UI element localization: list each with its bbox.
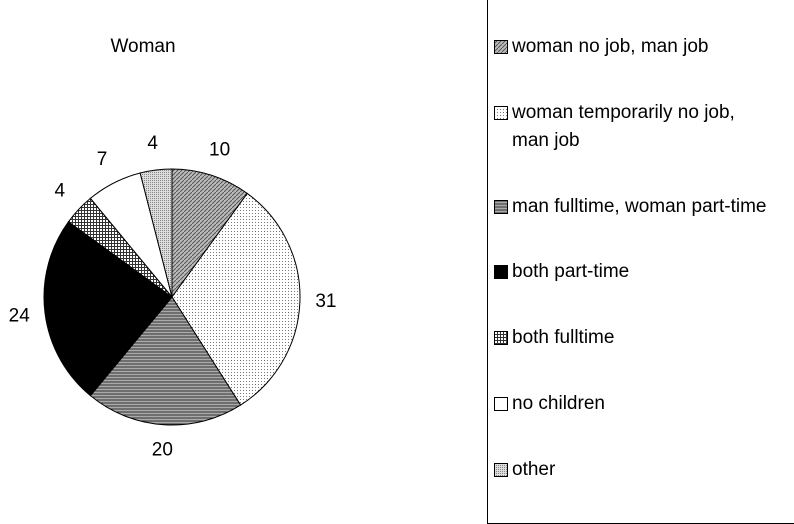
data-label: 24 xyxy=(9,305,31,326)
data-label: 10 xyxy=(209,140,230,161)
legend-swatch xyxy=(494,331,508,346)
legend-item: both part-time xyxy=(494,258,794,286)
pie-slice xyxy=(89,296,242,426)
data-label: 31 xyxy=(315,291,336,312)
pie-slice xyxy=(139,168,173,298)
legend-swatch xyxy=(494,462,508,477)
legend-label: other xyxy=(512,458,556,480)
legend-item: other xyxy=(494,456,794,484)
chart-title: Woman xyxy=(110,36,175,57)
legend: woman no job, man job woman temporarily n… xyxy=(487,0,794,524)
data-label: 4 xyxy=(147,133,158,154)
data-label: 7 xyxy=(97,149,108,170)
legend-swatch xyxy=(494,397,508,412)
legend-item: no children xyxy=(494,390,794,418)
legend-swatch xyxy=(494,265,508,280)
legend-label: man fulltime, woman part-time xyxy=(512,195,767,217)
data-label: 4 xyxy=(54,181,65,202)
legend-item: both fulltime xyxy=(494,324,794,352)
legend-marker xyxy=(494,39,508,54)
legend-swatch xyxy=(494,199,508,214)
legend-item: man fulltime, woman part-time xyxy=(494,193,794,221)
legend-marker xyxy=(494,397,508,412)
legend-label: woman no job, man job xyxy=(512,35,709,57)
pie-slice xyxy=(171,168,248,299)
legend-marker xyxy=(494,331,508,346)
data-label: 20 xyxy=(152,440,173,461)
legend-marker xyxy=(494,462,508,477)
legend-label: both fulltime xyxy=(512,327,615,349)
legend-item: woman temporarily no job, man job xyxy=(494,99,794,155)
legend-label: no children xyxy=(512,393,605,415)
pie-slice xyxy=(171,192,301,406)
pie-slice xyxy=(43,221,173,397)
legend-marker xyxy=(494,199,508,214)
legend-swatch xyxy=(494,39,508,54)
legend-swatch xyxy=(494,105,508,120)
legend-item: woman no job, man job xyxy=(494,33,794,61)
legend-label: both part-time xyxy=(512,261,630,283)
chart: Woman 10 31 20 24 4 7 4 xyxy=(9,36,337,461)
legend-label: woman temporarily no job, man job xyxy=(512,101,735,151)
legend-marker xyxy=(494,265,508,280)
legend-marker xyxy=(494,105,508,120)
